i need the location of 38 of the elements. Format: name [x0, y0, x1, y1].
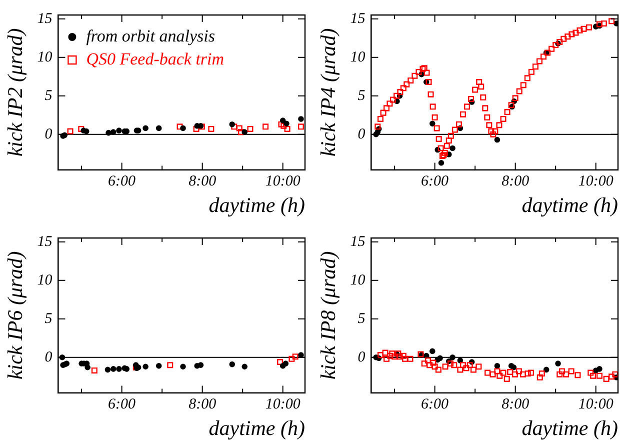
legend-label: QS0 Feed-back trim: [86, 49, 224, 68]
x-axis-title: daytime (h): [208, 416, 305, 440]
y-axis-title: kick IP6 (μrad): [3, 251, 28, 380]
y-tick-label: 0: [44, 349, 53, 366]
x-tick-label: 8:00: [188, 396, 217, 413]
x-tick-label: 6:00: [108, 396, 136, 413]
x-axis-title: daytime (h): [522, 192, 618, 217]
x-tick-label: 6:00: [421, 396, 450, 413]
x-tick-label: 6:00: [108, 174, 136, 190]
y-tick-label: 10: [350, 272, 366, 288]
y-tick-label: 5: [44, 310, 53, 327]
y-tick-label: 15: [37, 234, 53, 250]
y-tick-label: 15: [350, 234, 366, 250]
y-tick-label: 10: [350, 49, 366, 66]
x-tick-label: 8:00: [188, 174, 217, 190]
y-tick-label: 5: [358, 310, 366, 327]
x-tick-label: 8:00: [502, 396, 530, 413]
x-tick-label: 10:00: [578, 174, 614, 190]
y-tick-label: 15: [37, 10, 53, 27]
y-tick-label: 0: [44, 126, 53, 142]
y-tick-label: 15: [350, 10, 366, 27]
y-axis-title: kick IP8 (μrad): [316, 251, 340, 380]
x-tick-label: 6:00: [421, 174, 450, 190]
y-tick-label: 10: [37, 49, 53, 66]
x-tick-label: 10:00: [265, 396, 301, 413]
y-tick-label: 0: [358, 349, 366, 366]
y-axis-title: kick IP4 (μrad): [316, 28, 340, 157]
y-tick-label: 5: [358, 88, 366, 104]
x-tick-label: 10:00: [265, 174, 301, 190]
x-tick-label: 8:00: [502, 174, 530, 190]
x-axis-title: daytime (h): [522, 416, 618, 440]
y-tick-label: 10: [37, 272, 53, 288]
x-axis-title: daytime (h): [208, 192, 305, 217]
y-tick-label: 5: [44, 88, 53, 104]
legend-label: from orbit analysis: [86, 26, 216, 46]
x-tick-label: 10:00: [578, 396, 614, 413]
y-axis-title: kick IP2 (μrad): [3, 28, 28, 157]
y-tick-label: 0: [358, 126, 366, 142]
